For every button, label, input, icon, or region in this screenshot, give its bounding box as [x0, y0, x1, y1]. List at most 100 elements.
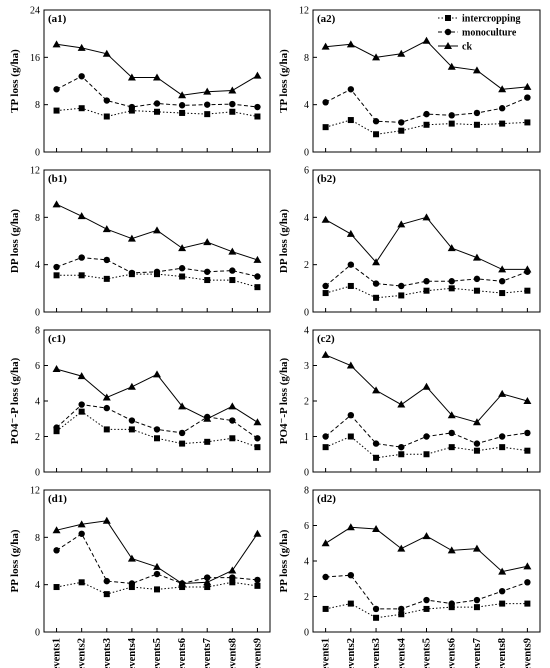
data-point-intercropping [373, 614, 380, 621]
data-point-monoculture [473, 109, 481, 117]
plot-frame [312, 329, 541, 473]
data-point-intercropping [398, 127, 405, 134]
data-point-monoculture [322, 282, 329, 290]
data-point-ck [472, 418, 481, 426]
data-point-intercropping [229, 579, 236, 586]
data-point-ck [498, 265, 507, 273]
y-axis-label: PO4⁻-P loss (g/ha) [278, 357, 290, 444]
y-tick-label: 2 [35, 432, 40, 443]
data-point-monoculture [398, 119, 405, 126]
data-point-intercropping [373, 294, 380, 301]
data-point-intercropping [128, 426, 135, 433]
data-point-ck [203, 87, 212, 95]
data-point-intercropping [448, 604, 455, 611]
series-line-ck [325, 216, 528, 270]
data-point-intercropping [204, 277, 211, 284]
data-point-ck [127, 382, 136, 390]
legend-label-intercropping: intercropping [462, 14, 521, 25]
x-tick-label: events5 [152, 638, 163, 668]
data-point-intercropping [78, 408, 85, 415]
data-point-ck [472, 66, 481, 74]
panel-title: (d1) [48, 493, 67, 505]
y-tick-label: 8 [35, 100, 40, 111]
series-line-intercropping [56, 273, 258, 288]
y-tick-label: 6 [304, 521, 309, 532]
data-point-ck [422, 382, 431, 390]
series-line-intercropping [325, 435, 528, 459]
data-point-monoculture [53, 547, 60, 554]
data-point-ck [397, 220, 406, 228]
legend: intercropping monoculture ck [438, 14, 521, 53]
data-point-intercropping [204, 438, 211, 445]
data-point-intercropping [448, 120, 455, 127]
y-axis-label: DP loss (g/ha) [278, 209, 290, 274]
data-point-ck [447, 411, 456, 419]
data-point-monoculture [254, 273, 261, 280]
y-axis-label: PO4⁻-P loss (g/ha) [9, 357, 21, 444]
data-point-monoculture [498, 278, 506, 285]
data-point-monoculture [178, 102, 186, 109]
data-point-ck [372, 386, 381, 394]
y-tick-label: 4 [304, 100, 309, 111]
data-point-monoculture [178, 429, 186, 437]
data-point-intercropping [179, 584, 186, 591]
data-point-monoculture [347, 572, 355, 579]
data-point-intercropping [473, 447, 480, 454]
data-point-monoculture [322, 99, 329, 106]
data-point-monoculture [473, 275, 481, 283]
plot-frame [43, 489, 271, 633]
data-point-intercropping [53, 107, 60, 114]
data-point-intercropping [204, 111, 211, 118]
series-line-intercropping [56, 410, 258, 448]
y-tick-label: 12 [299, 6, 309, 17]
legend-marker-monoculture [444, 28, 452, 36]
x-tick-label: events4 [127, 637, 138, 668]
data-point-monoculture [229, 100, 236, 108]
data-point-intercropping [398, 611, 405, 618]
series-line-intercropping [56, 581, 258, 595]
data-point-ck [472, 253, 481, 261]
data-point-ck [447, 244, 456, 252]
data-point-monoculture [103, 404, 110, 412]
series-line-monoculture [325, 264, 528, 287]
data-point-ck [178, 402, 187, 410]
x-tick-label: events2 [77, 638, 88, 668]
data-point-intercropping [423, 287, 430, 294]
x-tick-label: events3 [371, 638, 382, 668]
x-tick-label: events1 [52, 638, 63, 668]
data-point-intercropping [423, 121, 430, 128]
x-tick-label: events7 [472, 638, 483, 668]
plot-frame [43, 169, 271, 313]
data-point-monoculture [423, 278, 430, 285]
data-point-ck [346, 229, 355, 237]
panel-d2: 0 2 4 6 8 (d2) PP loss (g/ha) [278, 486, 541, 639]
y-tick-label: 2 [304, 397, 309, 408]
data-point-monoculture [254, 103, 261, 111]
x-tick-label: events6 [177, 638, 188, 668]
y-tick-label: 8 [35, 533, 40, 544]
panel-title: (c2) [317, 333, 335, 345]
data-point-ck [77, 372, 86, 380]
y-tick-label: 1 [304, 432, 309, 443]
data-point-ck [253, 71, 262, 79]
y-tick-label: 0 [304, 468, 309, 479]
data-point-monoculture [254, 576, 261, 584]
series-line-ck [56, 43, 258, 96]
data-point-intercropping [103, 591, 110, 598]
data-point-monoculture [229, 574, 236, 581]
data-point-monoculture [322, 433, 329, 440]
data-point-ck [228, 247, 237, 255]
data-point-monoculture [178, 265, 186, 272]
x-tick-label: events9 [252, 638, 263, 668]
panel-a2: 0 4 8 12 (a2) TP loss (g/ha) [278, 6, 541, 159]
data-point-monoculture [347, 86, 355, 93]
data-point-ck [127, 234, 136, 242]
data-point-monoculture [448, 278, 455, 285]
data-point-ck [346, 40, 355, 48]
data-point-monoculture [78, 530, 85, 537]
data-point-monoculture [229, 417, 236, 424]
x-tick-label: events7 [202, 638, 213, 668]
y-tick-label: 0 [35, 468, 40, 479]
data-point-intercropping [78, 579, 85, 586]
